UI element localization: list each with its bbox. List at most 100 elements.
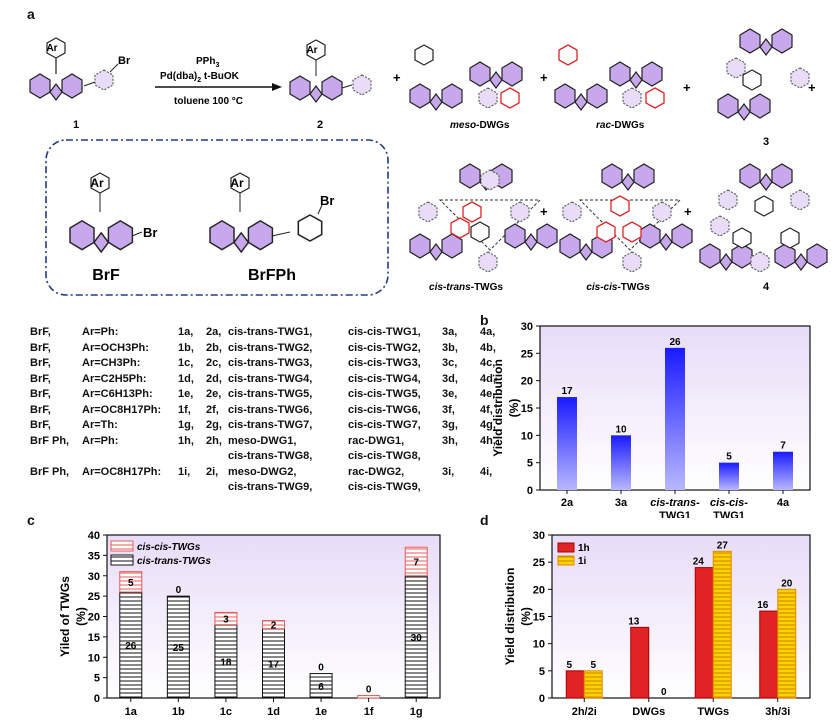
table-cell-c4: rac-DWG1, [348, 434, 405, 447]
brf-structure [69, 172, 143, 253]
y-axis-label: Yiled of TWGs [58, 576, 72, 657]
reaction-scheme: Ar Br 1 PPh3 Pd(dba)2 t-BuOK toluene 100… [29, 28, 828, 296]
table-cell-sub3: cis-trans-TWG8, [228, 450, 313, 462]
bar-value-label-1i: 0 [661, 687, 667, 698]
table-cell-c3: cis-trans-TWG6, [228, 403, 313, 416]
table-cell-ar: Ar=Th: [82, 419, 118, 431]
bar-value-label-cis-cis: 0 [318, 663, 324, 674]
ar-label-brf: Ar [90, 176, 104, 190]
y-axis-label-unit: (%) [507, 399, 521, 418]
x-tick-label: 2a [561, 497, 574, 509]
table-cell-prefix: BrF, [30, 403, 51, 416]
panel-label-d: d [480, 512, 489, 528]
table-cell-sub4: cis-cis-TWG9, [348, 481, 421, 493]
table-cell-c1: 1c, [178, 357, 194, 369]
panel-label-b: b [480, 312, 489, 328]
table-cell-c4: cis-cis-TWG2, [348, 341, 421, 354]
y-tick-label: 20 [88, 612, 100, 624]
bar-value-label-1i: 27 [717, 540, 729, 551]
bar [557, 397, 577, 490]
brfph-label: BrFPh [248, 267, 296, 284]
compound-4-label: 4 [763, 281, 770, 293]
table-cell-c4: cis-cis-TWG7, [348, 419, 421, 431]
x-tick-label-line2: TWG1 [659, 510, 691, 518]
cis-cis-twgs-structure [559, 163, 693, 273]
table-cell-c6: 4g, [480, 419, 496, 431]
table-cell-c2: 2d, [206, 372, 222, 385]
bar-value-label: 10 [615, 424, 627, 435]
table-cell-c2: 2f, [206, 403, 219, 416]
bar-value-label-cis-trans: 26 [125, 641, 137, 652]
compound-1-structure [29, 37, 119, 101]
bar-value-label-cis-cis: 0 [366, 685, 372, 696]
table-cell-c2: 2i, [206, 465, 219, 478]
bar-value-label-1h: 13 [628, 616, 640, 627]
bar-value-label-cis-trans: 30 [411, 633, 423, 644]
table-cell-c6: 4f, [480, 403, 493, 416]
bar-value-label-cis-cis: 2 [271, 621, 277, 632]
x-tick-label: cis-trans- [650, 497, 700, 509]
plus-sign: + [808, 80, 816, 95]
legend-label-cis-trans: cis-trans-TWGs [137, 556, 211, 567]
table-cell-prefix: BrF, [30, 388, 51, 400]
chart-d: 0 5 10 15 20 25 30 Yield distribution (%) 5 5 2h/2i… [503, 530, 811, 718]
bar [611, 435, 631, 490]
table-cell-c2: 2c, [206, 357, 222, 369]
x-tick-label: 1e [315, 706, 327, 718]
y-tick-label: 15 [88, 632, 100, 644]
x-tick-label: 4a [777, 497, 790, 509]
bar-cis-cis [357, 695, 381, 699]
bar-value-label-cis-cis: 5 [128, 578, 134, 589]
x-tick-label: 3a [615, 497, 628, 509]
y-tick-label: 10 [521, 430, 533, 442]
ar-label-brfph: Ar [230, 176, 244, 190]
y-tick-label: 35 [88, 550, 100, 562]
x-tick-label: 1g [410, 706, 423, 718]
table-cell-c3: cis-trans-TWG4, [228, 372, 313, 385]
table-cell-c2: 2a, [206, 326, 222, 338]
bar-value-label-cis-cis: 3 [223, 615, 229, 626]
meso-dwgs-structure [409, 44, 523, 111]
rac-dwgs-structure [554, 44, 665, 111]
plus-sign: + [393, 70, 401, 85]
table-cell-ar: Ar=Ph: [82, 434, 119, 447]
x-tick-label: 1a [125, 706, 138, 718]
y-tick-label: 5 [539, 666, 545, 678]
table-cell-c3: meso-DWG1, [228, 434, 297, 447]
table-cell-c5: 3d, [442, 372, 458, 385]
bar-1i [777, 588, 797, 699]
chart-b: 0 5 10 15 20 25 30 Yield distribution (%) 17 2a 10 3… [491, 321, 811, 518]
table-cell-c3: meso-DWG2, [228, 465, 297, 478]
x-tick-label: 1b [172, 706, 185, 718]
table-cell-c3: cis-trans-TWG5, [228, 388, 313, 400]
table-cell-c5: 3e, [442, 388, 458, 400]
plus-sign: + [684, 204, 692, 219]
legend-label-1i: 1i [578, 556, 587, 567]
bar-1h [565, 670, 585, 699]
y-tick-label: 0 [539, 693, 545, 705]
br-label-brf: Br [143, 225, 157, 240]
table-cell-prefix: BrF, [30, 419, 51, 431]
table-cell-c5: 3f, [442, 403, 455, 416]
x-tick-label-line2: TWG1 [713, 510, 745, 518]
legend-swatch-cis-cis [110, 540, 134, 552]
table-cell-c6: 4d, [480, 372, 496, 385]
table-cell-c1: 1b, [178, 341, 194, 354]
reagent-pd: Pd(dba)2 t-BuOK [160, 71, 240, 84]
x-tick-label: 1c [220, 706, 232, 718]
y-tick-label: 5 [527, 458, 533, 470]
bar-value-label: 26 [669, 337, 681, 348]
legend-swatch-1i [557, 555, 575, 566]
table-cell-c3: cis-trans-TWG3, [228, 357, 313, 369]
y-tick-label: 30 [88, 571, 100, 583]
compound-2-label: 2 [317, 119, 323, 131]
table-cell-c1: 1g, [178, 419, 194, 431]
bar-value-label-1i: 20 [781, 578, 793, 589]
table-cell-c4: cis-cis-TWG1, [348, 326, 421, 338]
table-cell-prefix: BrF Ph, [30, 465, 70, 478]
table-cell-ar: Ar=CH3Ph: [82, 357, 141, 369]
table-cell-ar: Ar=C2H5Ph: [82, 372, 147, 385]
reagent-pph3: PPh3 [196, 56, 219, 69]
y-tick-label: 20 [521, 376, 533, 388]
